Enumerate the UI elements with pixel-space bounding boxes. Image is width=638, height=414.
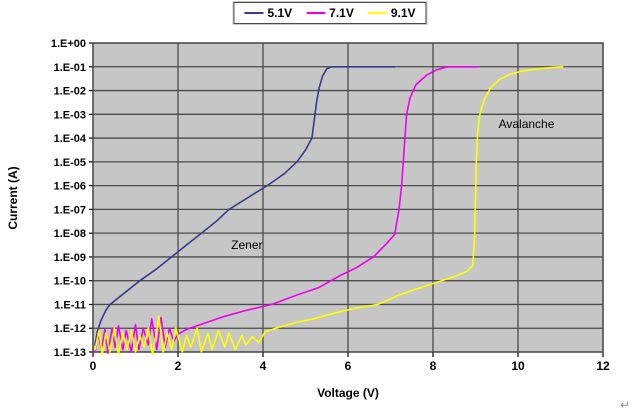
legend-item: 9.1V [367, 6, 416, 20]
legend-item-label: 9.1V [390, 6, 416, 20]
series-line-9.1V [94, 66, 564, 356]
legend-color-swatch [244, 12, 264, 14]
x-axis-title: Voltage (V) [317, 386, 379, 400]
series-line-7.1V [94, 66, 479, 355]
x-tick-label: 8 [430, 359, 437, 373]
y-tick-label: 1.E-13 [54, 347, 86, 359]
y-tick-label: 1.E-08 [54, 228, 86, 240]
y-axis-title: Current (A) [6, 166, 20, 230]
annotation-zener: Zener [231, 238, 262, 252]
y-tick-label: 1.E-11 [54, 299, 86, 311]
x-tick-label: 4 [260, 359, 267, 373]
series-line-5.1V [94, 66, 396, 346]
y-tick-label: 1.E+00 [51, 38, 86, 50]
y-tick-label: 1.E-10 [54, 276, 86, 288]
y-tick-label: 1.E-07 [54, 204, 86, 216]
x-tick-label: 0 [90, 359, 97, 373]
y-tick-label: 1.E-12 [54, 323, 86, 335]
legend-item-label: 7.1V [329, 6, 354, 20]
y-tick-label: 1.E-04 [54, 133, 87, 145]
y-tick-label: 1.E-03 [54, 109, 86, 121]
legend-color-swatch [367, 12, 387, 14]
y-tick-label: 1.E-09 [54, 252, 86, 264]
annotation-avalanche: Avalanche [499, 117, 555, 131]
y-tick-label: 1.E-05 [54, 157, 86, 169]
legend-item: 7.1V [306, 6, 354, 20]
x-tick-label: 12 [596, 359, 610, 373]
y-tick-label: 1.E-06 [54, 181, 86, 193]
legend-item-label: 5.1V [267, 6, 293, 20]
legend-item: 5.1V [244, 6, 292, 20]
y-tick-label: 1.E-01 [54, 62, 86, 74]
x-tick-label: 6 [345, 359, 352, 373]
return-mark: ↵ [619, 398, 630, 412]
y-tick-label: 1.E-02 [54, 86, 86, 98]
legend-color-swatch [306, 12, 326, 14]
plot-border [92, 42, 604, 353]
x-tick-label: 10 [511, 359, 525, 373]
x-tick-label: 2 [175, 359, 182, 373]
legend: 5.1V 7.1V 9.1V [233, 2, 427, 24]
